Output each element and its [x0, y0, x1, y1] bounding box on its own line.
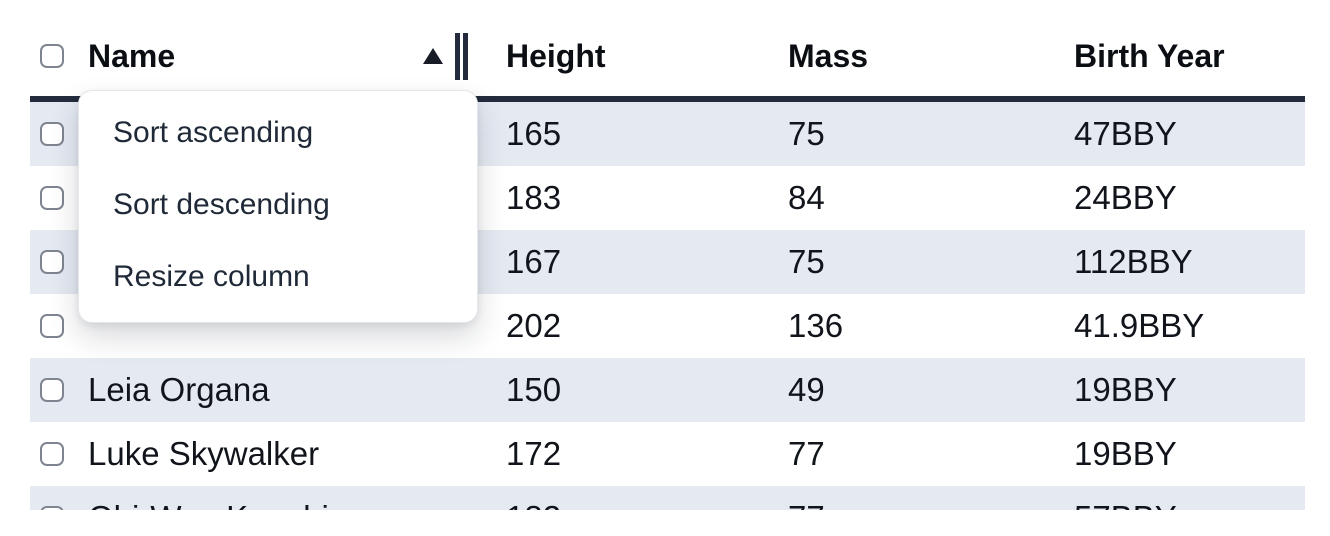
cell-mass: 75 — [788, 115, 825, 152]
cell-birth-year: 112BBY — [1074, 243, 1193, 280]
cell-mass: 77 — [788, 435, 825, 472]
cell-name: Obi-Wan Kenobi — [88, 499, 329, 510]
cell-height: 202 — [506, 307, 562, 344]
select-all-checkbox[interactable] — [40, 44, 64, 68]
cell-mass: 77 — [788, 499, 825, 510]
cell-mass: 136 — [788, 307, 844, 344]
row-checkbox[interactable] — [40, 314, 64, 338]
column-header-name[interactable]: Name — [88, 32, 476, 80]
table-row[interactable]: Leia Organa 150 49 19BBY — [30, 358, 1305, 422]
menu-item-resize-column[interactable]: Resize column — [113, 260, 310, 293]
row-checkbox[interactable] — [40, 506, 64, 510]
cell-birth-year: 57BBY — [1074, 499, 1177, 510]
row-checkbox[interactable] — [40, 378, 64, 402]
cell-birth-year: 19BBY — [1074, 435, 1177, 472]
table-row[interactable]: Obi-Wan Kenobi 182 77 57BBY — [30, 486, 1305, 510]
cell-height: 183 — [506, 179, 562, 216]
column-header-mass-label: Mass — [788, 37, 869, 74]
column-header-birth-year-label: Birth Year — [1074, 37, 1225, 74]
menu-item-sort-ascending[interactable]: Sort ascending — [113, 116, 314, 149]
column-header-mass[interactable]: Mass — [758, 38, 1044, 75]
cell-mass: 75 — [788, 243, 825, 280]
cell-birth-year: 47BBY — [1074, 115, 1177, 152]
cell-birth-year: 41.9BBY — [1074, 307, 1205, 344]
cell-name: Leia Organa — [88, 371, 270, 408]
cell-height: 172 — [506, 435, 562, 472]
cell-height: 150 — [506, 371, 562, 408]
row-checkbox[interactable] — [40, 122, 64, 146]
cell-birth-year: 19BBY — [1074, 371, 1177, 408]
table-row[interactable]: Luke Skywalker 172 77 19BBY — [30, 422, 1305, 486]
menu-item-sort-descending[interactable]: Sort descending — [113, 188, 330, 221]
column-resize-handle[interactable] — [455, 32, 468, 80]
cell-mass: 84 — [788, 179, 825, 216]
column-header-name-label: Name — [88, 37, 176, 74]
row-checkbox[interactable] — [40, 250, 64, 274]
cell-height: 167 — [506, 243, 562, 280]
sort-ascending-icon — [423, 48, 443, 64]
column-header-height-label: Height — [506, 37, 606, 74]
cell-height: 182 — [506, 499, 561, 510]
column-header-height[interactable]: Height — [476, 38, 758, 75]
cell-mass: 49 — [788, 371, 825, 408]
row-checkbox[interactable] — [40, 186, 64, 210]
cell-height: 165 — [506, 115, 562, 152]
row-checkbox[interactable] — [40, 442, 64, 466]
column-header-birth-year[interactable]: Birth Year — [1044, 38, 1305, 75]
table-header: Name Height Mass Birth Year — [30, 0, 1305, 102]
column-context-menu: Sort ascending Sort descending Resize co… — [78, 90, 478, 323]
cell-birth-year: 24BBY — [1074, 179, 1177, 216]
header-select-cell — [30, 44, 88, 68]
cell-name: Luke Skywalker — [88, 435, 320, 472]
